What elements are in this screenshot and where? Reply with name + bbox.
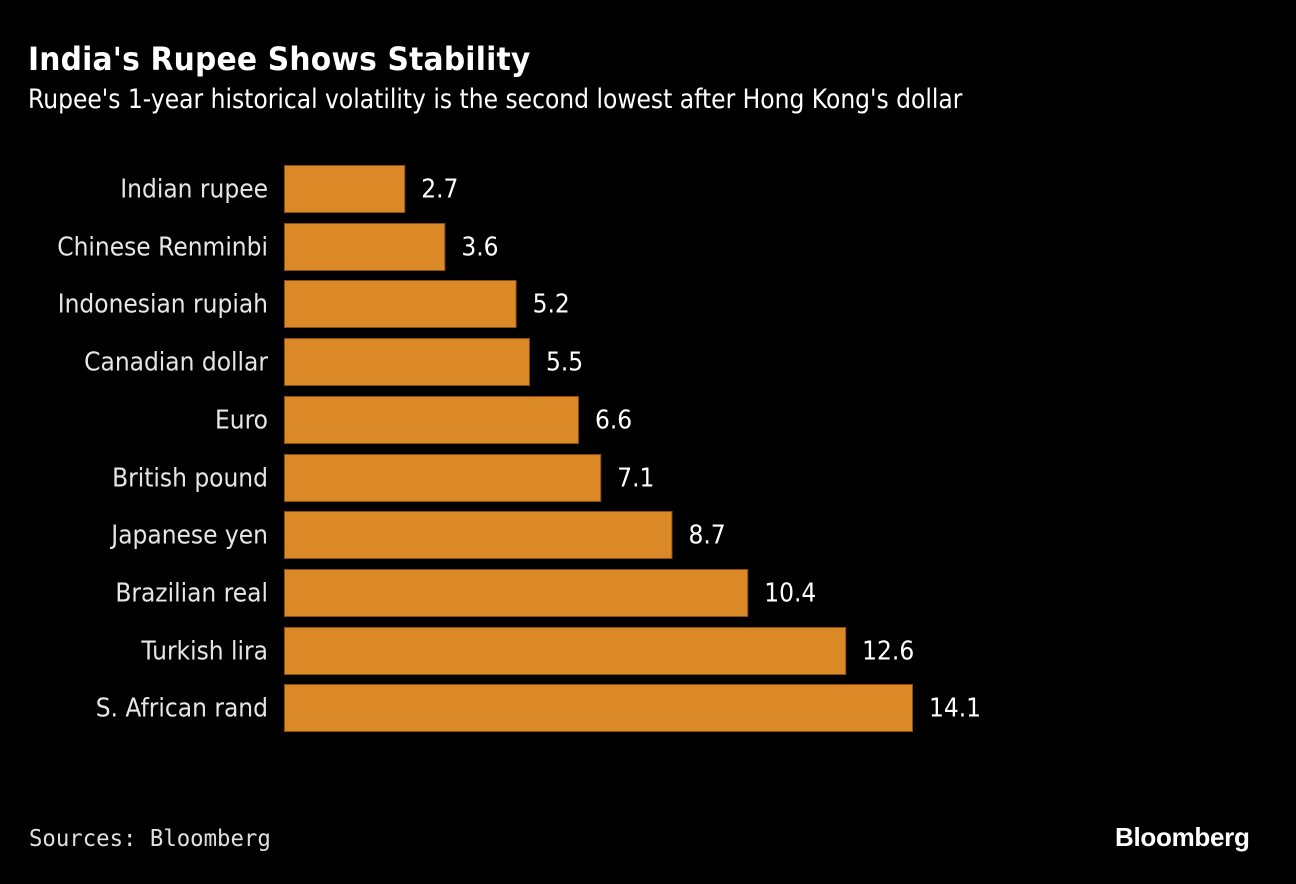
bloomberg-logo: Bloomberg xyxy=(1115,822,1250,852)
category-label: S. African rand xyxy=(96,692,268,722)
value-label: 12.6 xyxy=(862,635,914,665)
value-label: 14.1 xyxy=(929,692,981,722)
bar-indonesian-rupiah xyxy=(284,280,517,328)
value-label: 2.7 xyxy=(421,173,458,203)
value-label: 3.6 xyxy=(461,231,498,261)
bar-brazilian-real xyxy=(284,569,749,617)
bar-euro xyxy=(284,396,579,444)
bar-chinese-renminbi xyxy=(284,223,446,271)
value-label: 8.7 xyxy=(688,519,725,549)
category-label: Japanese yen xyxy=(109,519,268,549)
category-label: Chinese Renminbi xyxy=(57,231,268,261)
bar-s-african-rand xyxy=(284,684,913,732)
category-label: Indonesian rupiah xyxy=(58,288,268,318)
value-label: 6.6 xyxy=(595,404,632,434)
category-label: British pound xyxy=(112,462,268,492)
chart-title: India's Rupee Shows Stability xyxy=(28,40,531,78)
category-label: Brazilian real xyxy=(115,577,268,607)
value-label: 7.1 xyxy=(617,462,654,492)
category-label: Indian rupee xyxy=(120,173,268,203)
source-note: Sources: Bloomberg xyxy=(29,826,271,852)
value-labels-group: 2.73.6 5.2 5.5 6.6 7.1 8.7 10.4 12.6 14.1 xyxy=(421,173,981,722)
bar-turkish-lira xyxy=(284,627,847,675)
category-labels-group: Indian rupee Chinese Renminbi Indonesian r… xyxy=(57,173,269,722)
bar-japanese-yen xyxy=(284,511,673,559)
value-label: 10.4 xyxy=(764,577,816,607)
category-label: Euro xyxy=(215,404,268,434)
chart-subtitle: Rupee's 1-year historical volatility is … xyxy=(28,84,963,115)
category-label: Canadian dollar xyxy=(84,346,269,376)
value-label: 5.5 xyxy=(546,346,583,376)
bar-british-pound xyxy=(284,454,602,502)
category-label: Turkish lira xyxy=(140,635,268,665)
bar-indian-rupee xyxy=(284,165,406,213)
value-label: 5.2 xyxy=(533,288,570,318)
bars-group xyxy=(284,165,913,732)
bar-canadian-dollar xyxy=(284,338,530,386)
